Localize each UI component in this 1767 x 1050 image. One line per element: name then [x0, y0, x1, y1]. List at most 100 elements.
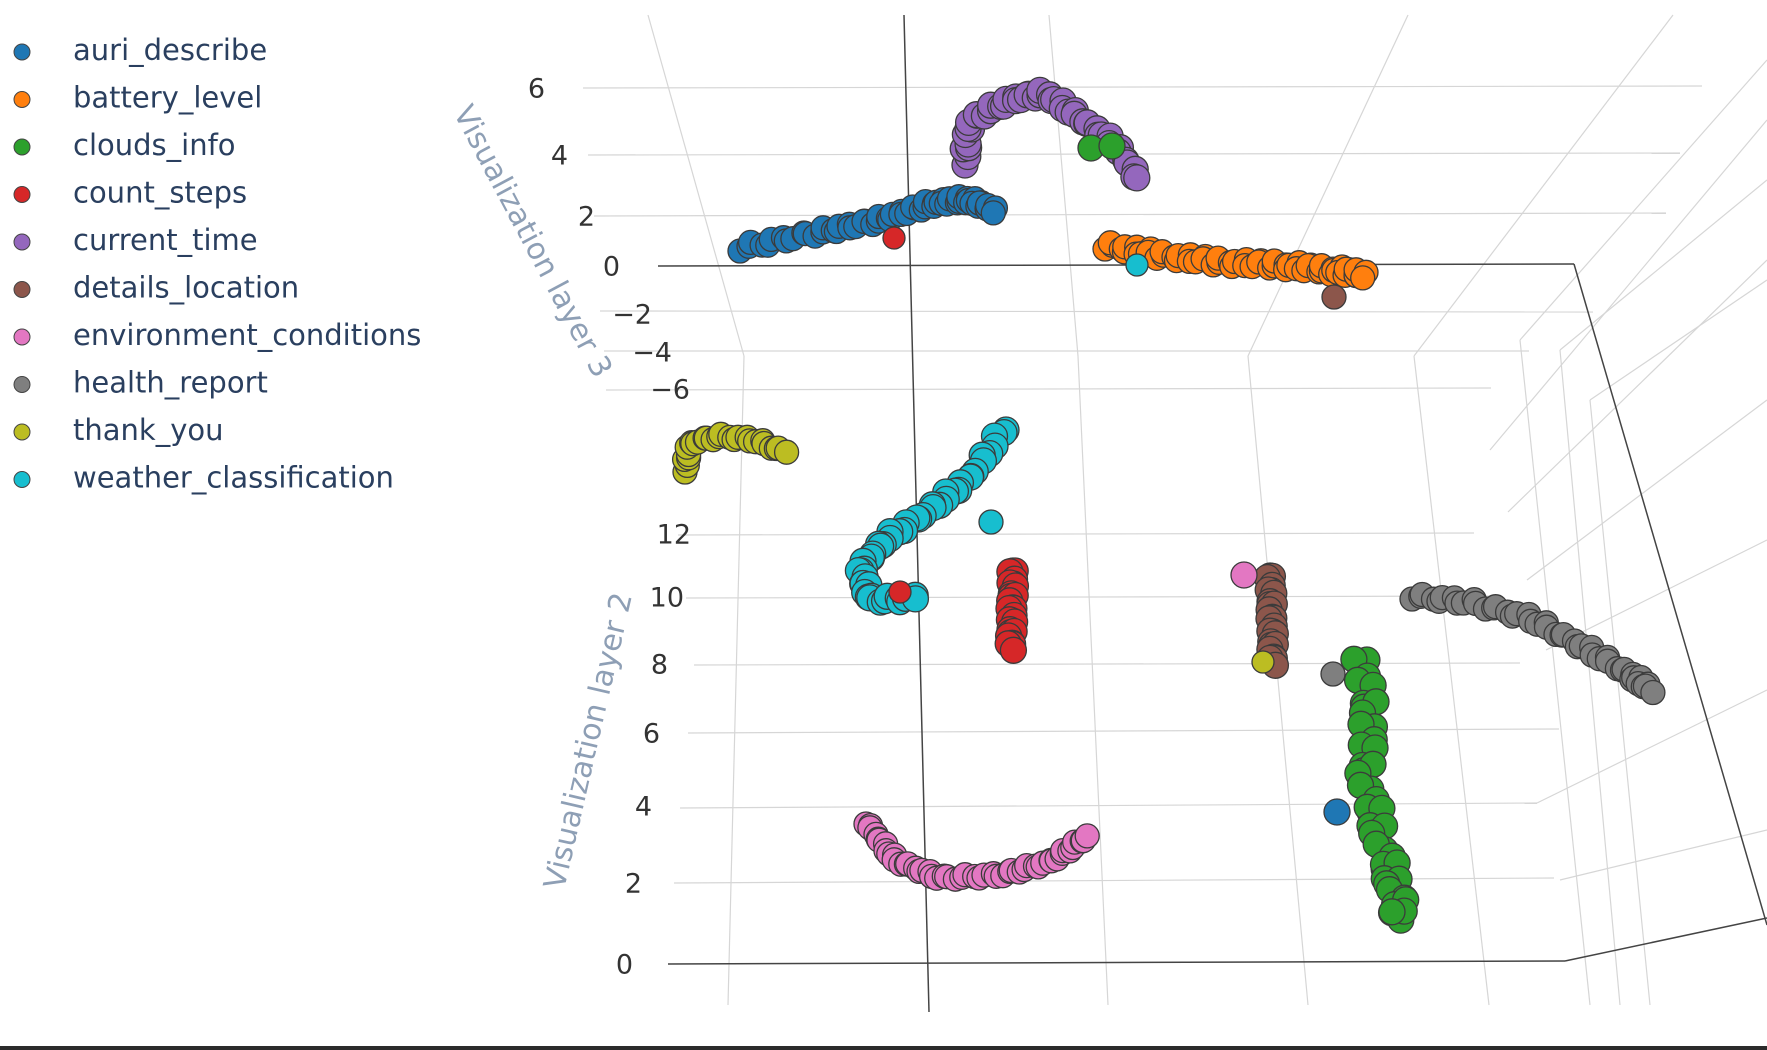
environment-conditions-marker[interactable] [1230, 561, 1258, 589]
grid-line-vertical [1519, 59, 1767, 341]
legend-marker-icon [13, 328, 31, 346]
legend-marker-icon [13, 423, 31, 441]
y-tick-label: 4 [635, 792, 652, 823]
thank-you-marker[interactable] [1251, 650, 1275, 674]
depth-axis-line [1573, 263, 1767, 926]
grid-line-horizontal [693, 662, 1521, 666]
grid-line-vertical [1589, 399, 1651, 1006]
legend-label: current_time [73, 223, 258, 257]
legend-marker-icon [13, 43, 31, 61]
count-steps-marker[interactable] [882, 226, 906, 250]
count-steps-marker[interactable] [888, 580, 912, 604]
auri-describe-marker[interactable] [1323, 798, 1351, 826]
grid-line-vertical [1247, 14, 1409, 357]
bottom-border [0, 1046, 1767, 1050]
grid-line-vertical [1077, 355, 1109, 1006]
grid-line-horizontal [593, 212, 1667, 217]
grid-line-vertical [1413, 355, 1490, 1006]
data-markers[interactable] [671, 76, 1666, 934]
legend-label: clouds_info [73, 128, 236, 162]
grid-line-horizontal [605, 387, 1492, 391]
clouds-info-marker[interactable] [1098, 132, 1126, 160]
legend-label: battery_level [73, 81, 262, 115]
weather-classification-marker[interactable] [1125, 253, 1149, 277]
grid-line-vertical [1589, 279, 1767, 401]
grid-line-horizontal [687, 728, 1560, 734]
z-tick-label: −4 [632, 338, 672, 369]
legend-label: weather_classification [73, 461, 394, 495]
z-tick-label: 0 [603, 252, 620, 283]
grid-line-vertical [727, 355, 745, 1006]
legend-marker-icon [13, 376, 31, 393]
health-report-marker[interactable] [1640, 679, 1666, 706]
axis-lines [657, 14, 1767, 1013]
current-time-marker[interactable] [1123, 164, 1151, 192]
legend[interactable]: auri_describe battery_level clouds_infocou… [13, 33, 421, 495]
legend-marker-icon [13, 471, 31, 488]
grid-lines [582, 14, 1767, 1006]
grid-line-horizontal [679, 802, 1538, 809]
legend-label: details_location [73, 271, 299, 305]
grid-line-depth [1536, 689, 1767, 804]
y-tick-label: 0 [616, 950, 633, 981]
z-tick-label: 2 [578, 202, 595, 233]
weather-classification-marker[interactable] [978, 509, 1004, 535]
environment-conditions-marker[interactable] [1074, 823, 1100, 849]
count-steps-marker[interactable] [999, 636, 1028, 664]
clouds-info-marker[interactable] [1378, 898, 1406, 926]
legend-item[interactable]: thank_you [13, 413, 223, 447]
legend-item[interactable]: clouds_info [13, 128, 236, 162]
legend-marker-icon [13, 186, 31, 203]
legend-item[interactable]: battery_level [13, 81, 262, 115]
legend-marker-icon [13, 233, 31, 251]
legend-label: health_report [73, 366, 268, 400]
z-axis-title: Visualization layer 3 [446, 100, 619, 384]
details-location-marker[interactable] [1321, 284, 1347, 310]
y-tick-label: 8 [651, 650, 668, 681]
y-tick-label: 2 [625, 869, 642, 900]
z-tick-label: 6 [528, 74, 545, 105]
legend-label: environment_conditions [73, 318, 421, 352]
legend-item[interactable]: weather_classification [13, 461, 394, 495]
legend-item[interactable]: count_steps [13, 176, 247, 210]
y-tick-label: 10 [650, 583, 684, 614]
legend-item[interactable]: health_report [13, 366, 268, 400]
legend-marker-icon [13, 138, 31, 156]
floor-depth-line [1564, 917, 1767, 962]
z-zero-axis-line [657, 263, 1575, 267]
legend-item[interactable]: current_time [13, 223, 258, 257]
y-axis-title: Visualization layer 2 [538, 589, 640, 892]
health-report-marker[interactable] [1320, 661, 1346, 687]
grid-line-vertical [647, 14, 745, 357]
y-zero-axis-line [667, 960, 1566, 965]
thank-you-marker[interactable] [773, 439, 800, 465]
grid-line-horizontal [582, 85, 1703, 89]
legend-label: thank_you [73, 413, 223, 447]
legend-label: count_steps [73, 176, 247, 210]
battery-level-marker[interactable] [1350, 265, 1376, 291]
grid-line-depth [1489, 119, 1767, 451]
legend-item[interactable]: environment_conditions [13, 318, 421, 352]
auri-describe-marker[interactable] [980, 200, 1006, 226]
y-tick-label: 12 [657, 520, 691, 551]
grid-line-vertical [1559, 349, 1621, 1006]
axis-titles: Visualization layer 3 Visualization laye… [446, 100, 640, 893]
legend-label: auri_describe [73, 33, 267, 67]
grid-line-vertical [1247, 355, 1309, 1006]
legend-marker-icon [13, 281, 31, 298]
grid-line-horizontal [599, 310, 1594, 313]
legend-item[interactable]: auri_describe [13, 33, 267, 67]
grid-line-vertical [1413, 14, 1674, 357]
grid-line-horizontal [677, 532, 1475, 536]
grid-line-vertical [1559, 179, 1767, 351]
grid-line-depth [1526, 399, 1767, 581]
z-tick-label: −6 [650, 375, 690, 406]
legend-item[interactable]: details_location [13, 271, 299, 305]
grid-line-depth [1559, 829, 1767, 881]
legend-marker-icon [13, 91, 31, 108]
grid-line-horizontal [673, 877, 1555, 884]
grid-line-vertical [1048, 14, 1079, 357]
grid-line-vertical [1519, 339, 1591, 1006]
